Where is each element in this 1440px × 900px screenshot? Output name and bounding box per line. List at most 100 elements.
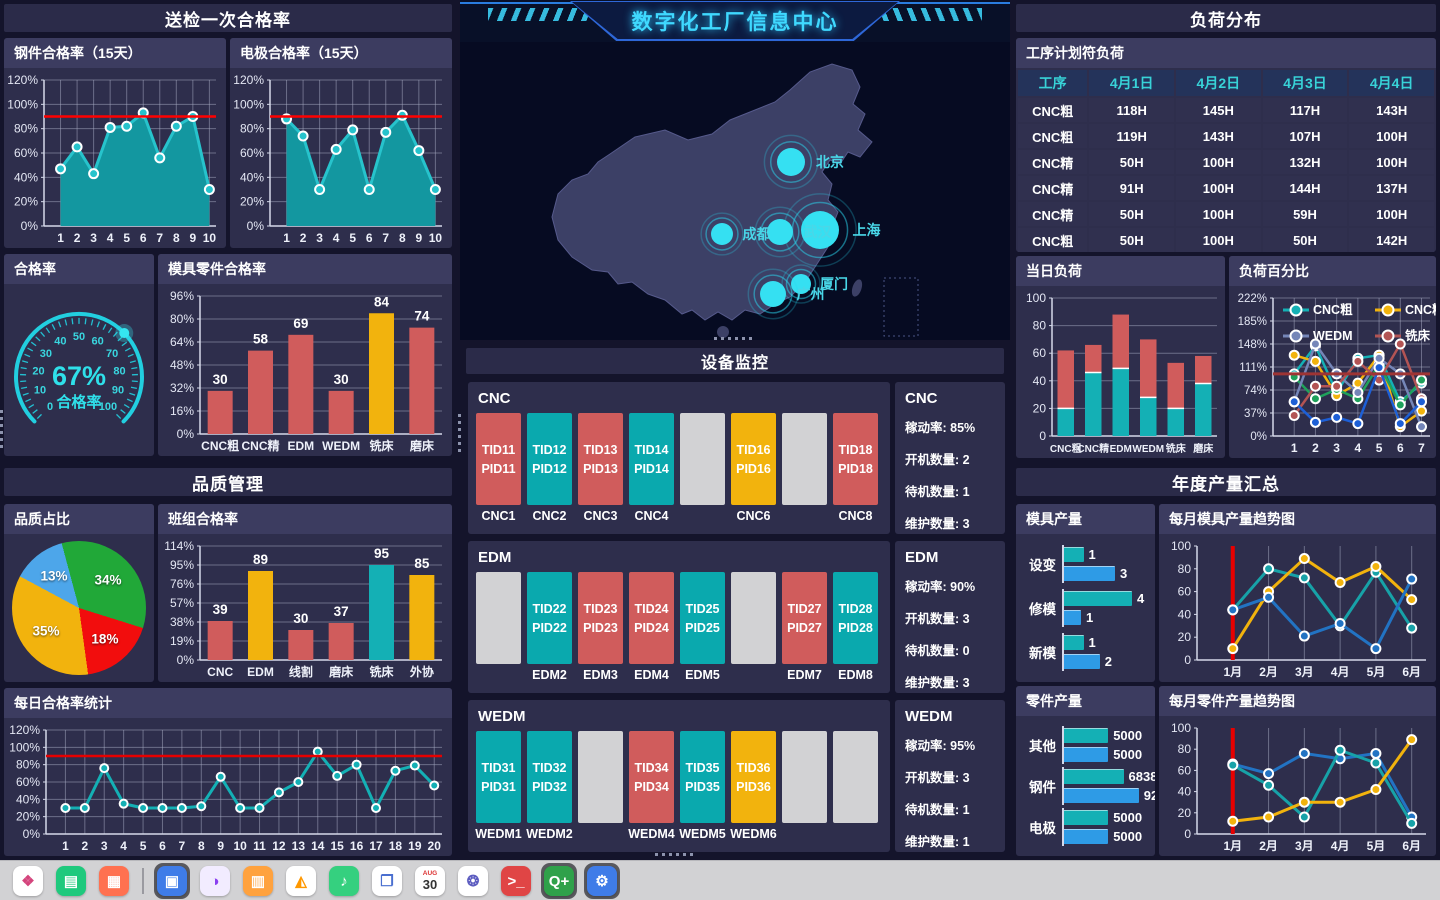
panel-mold-trend: 每月模具产量趋势图 0 20 40 60 80 100 1月 2月 3月 4月 5月 6月 <box>1159 504 1436 682</box>
pie-slice-label: 13% <box>40 568 68 584</box>
table-row: CNC精 50H 100H 132H 100H <box>1018 150 1434 174</box>
svg-text:70: 70 <box>106 348 118 360</box>
dock-launcher-icon[interactable]: ❖ <box>10 863 46 899</box>
mold-parts-bar-chart: 0% 16% 32% 48% 64% 80% 96% CNC粗 CNC精 EDM WEDM 铣床 磨床 3… <box>158 284 452 456</box>
stat-line: 待机数量: 1 <box>905 803 970 817</box>
svg-text:2: 2 <box>81 839 88 853</box>
svg-text:6: 6 <box>140 231 147 245</box>
svg-text:7: 7 <box>1418 441 1425 455</box>
svg-text:0%: 0% <box>177 653 195 667</box>
svg-text:11: 11 <box>253 839 266 853</box>
monitor-group-wedm: WEDM TID31 PID31 WEDM1 TID32 PID32 WEDM2 TID34… <box>468 700 890 852</box>
svg-text:10: 10 <box>429 231 443 245</box>
dock-browser-icon[interactable]: ◑ <box>197 863 233 899</box>
svg-text:0: 0 <box>1184 653 1191 667</box>
svg-text:厦门: 厦门 <box>820 276 848 292</box>
dock-app-store-icon[interactable]: ▦ <box>96 863 132 899</box>
dock-notes-icon[interactable]: ▤ <box>53 863 89 899</box>
svg-text:9: 9 <box>416 231 423 245</box>
table-row: CNC精 91H 100H 144H 137H <box>1018 176 1434 200</box>
svg-text:40: 40 <box>1178 785 1192 799</box>
svg-text:1月: 1月 <box>1223 839 1242 853</box>
table-row: CNC粗 118H 145H 117H 143H <box>1018 98 1434 122</box>
dock-software-bag-icon[interactable]: ▥ <box>240 863 276 899</box>
dock-documents-icon[interactable]: ❐ <box>369 863 405 899</box>
panel-title: 班组合格率 <box>158 504 452 534</box>
dock-gallery-icon[interactable]: ◭ <box>283 863 319 899</box>
group-name: WEDM <box>478 708 526 725</box>
dock-calendar-icon[interactable]: AUG 30 <box>412 863 448 899</box>
svg-text:19: 19 <box>408 839 422 853</box>
svg-text:铣床: 铣床 <box>1405 328 1431 343</box>
svg-text:89: 89 <box>253 552 268 567</box>
svg-text:80: 80 <box>1033 319 1047 333</box>
hbar-row: 钢件6838922 <box>1029 766 1155 805</box>
dock-defender-icon[interactable]: ❂ <box>455 863 491 899</box>
machine-slots-wedm: TID31 PID31 WEDM1 TID32 PID32 WEDM2 TID34 PID34… <box>468 729 890 845</box>
svg-text:WEDM: WEDM <box>1313 329 1353 343</box>
svg-text:WEDM: WEDM <box>1132 444 1164 455</box>
svg-text:6月: 6月 <box>1402 839 1421 853</box>
svg-text:5月: 5月 <box>1367 665 1386 679</box>
svg-text:60%: 60% <box>14 146 38 160</box>
process-load-table-area: 工序 4月1日 4月2日 4月3日 4月4日 CNC粗 118H 145H 117H 143H CN… <box>1016 68 1436 252</box>
panel-pass-rate-gauge: 合格率 0 10 20 30 40 50 60 70 80 90 100 67% 合格率 <box>4 254 154 456</box>
svg-text:7: 7 <box>156 231 163 245</box>
svg-text:北京: 北京 <box>816 154 844 170</box>
monitor-stats-wedm: WEDM 稼动率: 95% 开机数量: 3 待机数量: 1 维护数量: 1 <box>895 700 1005 852</box>
svg-text:222%: 222% <box>1238 293 1267 305</box>
panel-title: 负荷百分比 <box>1229 256 1436 286</box>
panel-load-percent: 负荷百分比 0% 37% 74% 111% 148% 185% 222% 1 2 3 4 5 6 7 CNC… <box>1229 256 1436 458</box>
stat-line: 维护数量: 1 <box>905 835 970 849</box>
svg-text:0%: 0% <box>1250 431 1267 443</box>
panel-title: 工序计划符负荷 <box>1016 38 1436 68</box>
svg-text:3: 3 <box>90 231 97 245</box>
dock-terminal-icon[interactable]: >_ <box>498 863 534 899</box>
svg-text:39: 39 <box>213 602 228 617</box>
machine-empty <box>782 413 827 527</box>
svg-text:CNC精: CNC精 <box>1077 442 1109 455</box>
svg-text:80: 80 <box>113 365 125 377</box>
svg-text:3月: 3月 <box>1295 665 1314 679</box>
dock-q-assistant-icon[interactable]: Q+ <box>541 863 577 899</box>
svg-text:20: 20 <box>1178 630 1192 644</box>
group-name: EDM <box>478 549 512 566</box>
svg-text:40: 40 <box>54 335 66 347</box>
svg-text:CNC粗: CNC粗 <box>1313 302 1353 317</box>
svg-text:EDM: EDM <box>247 665 274 679</box>
group-name: EDM <box>905 549 939 566</box>
dock-file-tool-icon[interactable]: ▣ <box>154 863 190 899</box>
svg-text:96%: 96% <box>170 289 194 303</box>
panel-title: 合格率 <box>4 254 154 284</box>
hbar-row: 新模 1 2 <box>1024 633 1149 671</box>
svg-text:40: 40 <box>1033 374 1047 388</box>
stats-wedm: 稼动率: 95% 开机数量: 3 待机数量: 1 维护数量: 1 <box>895 729 1005 856</box>
svg-text:2: 2 <box>1312 441 1319 455</box>
panel-mold-output: 模具产量 设变 1 3 修模 4 1 新模 1 2 <box>1016 504 1155 682</box>
svg-text:20: 20 <box>1178 806 1192 820</box>
steel-rate-chart: 0% 20% 40% 60% 80% 100% 120% 1 2 3 4 5 6 7 8 9 10 <box>4 68 226 248</box>
machine-empty <box>833 731 878 845</box>
dock-control-center-icon[interactable]: ⚙ <box>584 863 620 899</box>
machine-wedm2: TID32 PID32 WEDM2 <box>526 731 573 845</box>
panel-title: 品质占比 <box>4 504 154 534</box>
machine-edm5: TID25 PID25 EDM5 <box>680 572 725 686</box>
table-header-cell: 4月2日 <box>1176 70 1261 96</box>
svg-text:CNC精: CNC精 <box>1405 302 1436 317</box>
svg-text:20%: 20% <box>240 195 264 209</box>
svg-text:30: 30 <box>40 348 52 360</box>
machine-cnc1: TID11 PID11 CNC1 <box>476 413 521 527</box>
panel-part-output: 零件产量 其他50005000钢件6838922电极50005000 <box>1016 686 1155 856</box>
svg-text:3: 3 <box>1333 441 1340 455</box>
dock-music-icon[interactable]: ♪ <box>326 863 362 899</box>
svg-text:6: 6 <box>366 231 373 245</box>
hbar-row: 修模 4 1 <box>1024 589 1149 627</box>
hbar-row: 电极 5000 5000 <box>1024 808 1149 847</box>
svg-text:4月: 4月 <box>1331 665 1350 679</box>
svg-text:5: 5 <box>140 839 147 853</box>
svg-text:30: 30 <box>334 372 349 387</box>
svg-text:CNC: CNC <box>207 665 233 679</box>
svg-text:40%: 40% <box>14 170 38 184</box>
svg-text:100: 100 <box>1026 291 1046 305</box>
svg-text:1: 1 <box>62 839 69 853</box>
